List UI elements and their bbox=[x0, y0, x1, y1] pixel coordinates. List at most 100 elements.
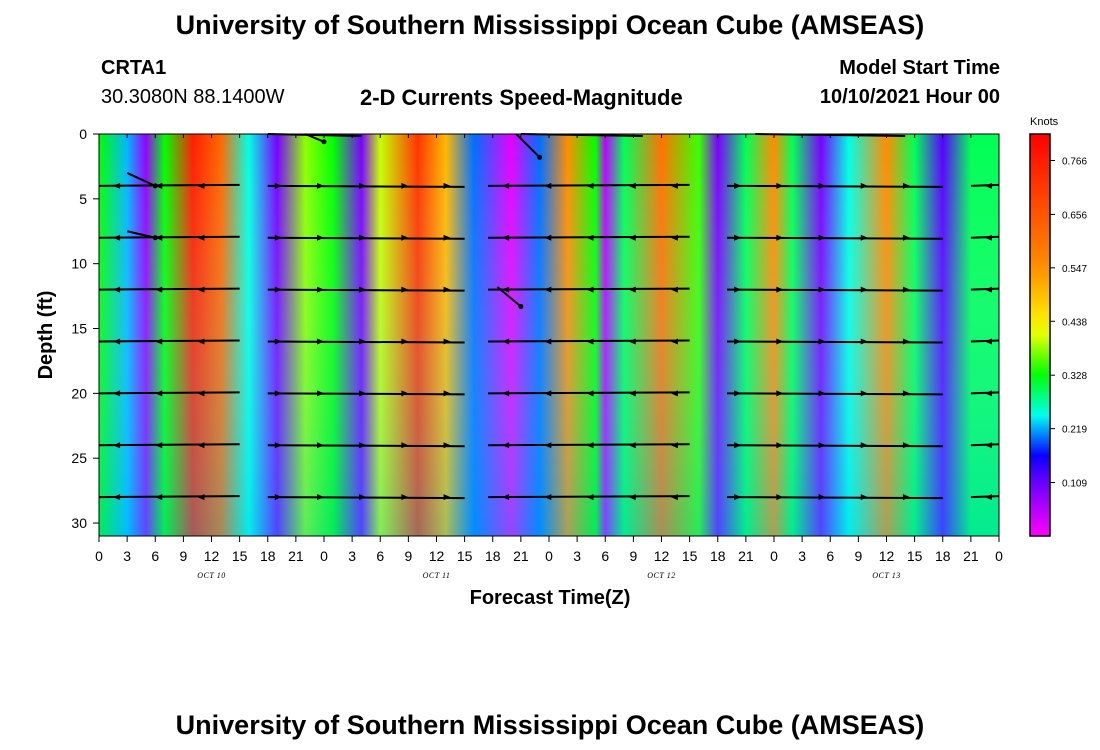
current-vector-arrowhead bbox=[984, 286, 992, 293]
current-vector-arrowhead bbox=[586, 442, 594, 449]
current-vector-arrowhead bbox=[274, 442, 282, 449]
current-vector-arrowhead bbox=[502, 286, 510, 293]
current-vector-arrowhead bbox=[670, 390, 678, 397]
model-start-value: 10/10/2021 Hour 00 bbox=[819, 86, 1000, 108]
day-label: OCT 11 bbox=[423, 571, 451, 580]
plot-title: 2-D Currents Speed-Magnitude bbox=[360, 85, 683, 110]
current-vector-arrowhead bbox=[317, 494, 324, 501]
current-vector-arrowhead bbox=[902, 286, 910, 293]
station-coords: 30.3080N 88.1400W bbox=[101, 86, 285, 108]
current-vector-arrowhead bbox=[155, 338, 163, 345]
current-vector-arrowhead bbox=[197, 442, 205, 449]
current-vector-arrowhead bbox=[544, 494, 552, 501]
x-tick-label: 21 bbox=[513, 548, 529, 564]
current-vector-arrowhead bbox=[902, 234, 910, 241]
current-vector-line bbox=[267, 340, 465, 344]
current-vector-arrowhead bbox=[113, 494, 121, 501]
current-vector-arrowhead bbox=[155, 442, 163, 449]
current-vector-arrowhead bbox=[776, 442, 784, 449]
current-vector-arrowhead bbox=[544, 442, 552, 449]
x-tick-label: 3 bbox=[348, 548, 356, 564]
current-vector-arrowhead bbox=[502, 442, 510, 449]
current-vector-arrowhead bbox=[359, 494, 367, 501]
current-vector-arrowhead bbox=[317, 286, 324, 293]
current-vector-arrowhead bbox=[321, 139, 327, 145]
current-vector-arrowhead bbox=[670, 234, 678, 241]
current-vector-arrowhead bbox=[734, 390, 742, 397]
current-vector-arrowhead bbox=[818, 390, 826, 397]
current-vector-arrowhead bbox=[670, 494, 678, 501]
x-tick-label: 12 bbox=[654, 548, 670, 564]
y-tick-label: 5 bbox=[79, 191, 87, 207]
current-vector-arrowhead bbox=[544, 286, 552, 293]
station-id: CRTA1 bbox=[101, 57, 167, 79]
x-tick-label: 0 bbox=[95, 548, 103, 564]
current-vector-arrowhead bbox=[734, 182, 742, 189]
current-vector-arrowhead bbox=[818, 338, 826, 345]
current-vector-line bbox=[970, 443, 1000, 447]
current-vector-arrowhead bbox=[984, 182, 992, 189]
current-vector-arrowhead bbox=[776, 286, 784, 293]
current-vector-line bbox=[98, 287, 240, 291]
current-vector-arrowhead bbox=[359, 338, 367, 345]
x-tick-label: 0 bbox=[320, 548, 328, 564]
current-vector-arrowhead bbox=[274, 182, 282, 189]
x-tick-label: 21 bbox=[963, 548, 979, 564]
current-vector-arrowhead bbox=[902, 494, 910, 501]
current-vector-line bbox=[267, 288, 465, 292]
current-vector-arrowhead bbox=[359, 390, 367, 397]
current-vector-arrowhead bbox=[359, 182, 367, 189]
y-tick-label: 30 bbox=[71, 515, 87, 531]
model-start-label: Model Start Time bbox=[839, 57, 1000, 79]
current-vector-arrowhead bbox=[317, 338, 324, 345]
x-tick-label: 21 bbox=[738, 548, 754, 564]
current-vector-arrowhead bbox=[628, 338, 636, 345]
x-tick-label: 18 bbox=[710, 548, 726, 564]
current-vector-arrowhead bbox=[197, 390, 205, 397]
colorbar-tick-label: 0.328 bbox=[1062, 371, 1087, 382]
current-vector-arrowhead bbox=[586, 182, 594, 189]
current-vector-line bbox=[727, 184, 943, 188]
current-vector-arrowhead bbox=[984, 338, 992, 345]
colorbar bbox=[1029, 133, 1051, 537]
current-vector-arrowhead bbox=[443, 286, 451, 293]
current-vector-arrowhead bbox=[860, 338, 868, 345]
x-tick-label: 9 bbox=[629, 548, 637, 564]
current-vector-arrowhead bbox=[544, 390, 552, 397]
current-vector-arrowhead bbox=[984, 442, 992, 449]
current-vector-arrowhead bbox=[628, 390, 636, 397]
footer-title: University of Southern Mississippi Ocean… bbox=[175, 710, 925, 740]
current-vector-arrowhead bbox=[443, 494, 451, 501]
current-vector-arrowhead bbox=[152, 235, 158, 241]
current-vector-line bbox=[267, 496, 465, 500]
x-tick-label: 0 bbox=[770, 548, 778, 564]
current-vector-arrowhead bbox=[776, 390, 784, 397]
current-vector-arrowhead bbox=[544, 234, 552, 241]
current-vector-arrowhead bbox=[113, 234, 121, 241]
current-vector-arrowhead bbox=[359, 234, 367, 241]
current-vector-line bbox=[970, 495, 1000, 499]
y-axis-label: Depth (ft) bbox=[35, 291, 57, 380]
x-tick-label: 9 bbox=[854, 548, 862, 564]
current-vector-arrowhead bbox=[518, 303, 524, 309]
current-vector-line bbox=[727, 392, 943, 396]
current-vector-line bbox=[98, 495, 240, 499]
y-tick-label: 20 bbox=[71, 385, 87, 401]
current-vector-arrowhead bbox=[401, 182, 409, 189]
current-vector-arrowhead bbox=[860, 182, 868, 189]
current-vector-arrowhead bbox=[902, 338, 910, 345]
current-vector-line bbox=[267, 444, 465, 448]
y-tick-label: 15 bbox=[71, 321, 87, 337]
current-vector-arrowhead bbox=[502, 494, 510, 501]
current-vector-arrowhead bbox=[113, 182, 121, 189]
x-tick-label: 3 bbox=[798, 548, 806, 564]
current-vector-arrowhead bbox=[860, 494, 868, 501]
current-vector-arrowhead bbox=[984, 390, 992, 397]
current-vector-arrowhead bbox=[818, 234, 826, 241]
current-vector-line bbox=[727, 236, 943, 240]
current-vector-arrowhead bbox=[317, 442, 324, 449]
current-vector-arrowhead bbox=[544, 182, 552, 189]
current-vector-arrowhead bbox=[902, 442, 910, 449]
current-vector-arrowhead bbox=[776, 234, 784, 241]
colorbar-tick-label: 0.438 bbox=[1062, 317, 1087, 328]
